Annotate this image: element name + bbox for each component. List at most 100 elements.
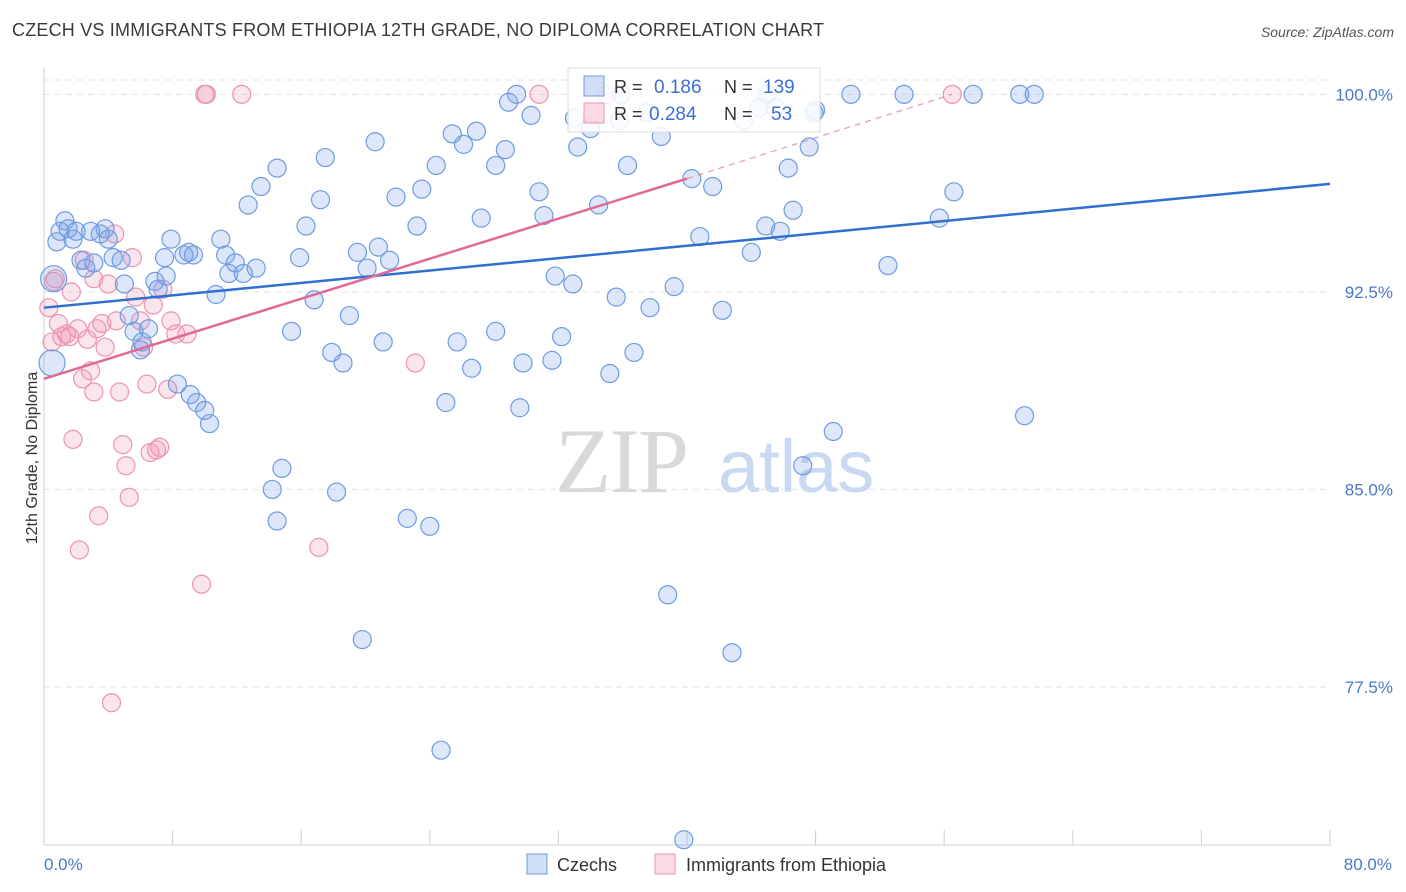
- czech-point: [563, 274, 583, 294]
- czech-point: [111, 250, 131, 270]
- czech-point: [486, 321, 506, 341]
- czech-point: [211, 229, 231, 249]
- stats-legend-n-label-ethiopia: N =: [724, 104, 753, 124]
- czech-point: [66, 221, 86, 241]
- stats-legend-r-label-czech: R =: [614, 77, 643, 97]
- ethiopia-point: [98, 274, 118, 294]
- czech-point: [507, 84, 527, 104]
- y-tick-label: 85.0%: [1345, 480, 1393, 499]
- ethiopia-point: [84, 382, 104, 402]
- ethiopia-point: [84, 269, 104, 289]
- czech-point: [251, 176, 271, 197]
- ethiopia-point: [56, 324, 77, 344]
- czech-point: [600, 363, 620, 384]
- czech-point: [357, 258, 377, 278]
- czech-point: [617, 155, 638, 176]
- czech-point: [447, 332, 467, 352]
- czech-point: [40, 265, 68, 293]
- czech-point: [712, 300, 732, 320]
- axes-layer: 77.5% 85.0% 92.5% 100.0% 0.0% 80.0%: [43, 68, 1393, 874]
- watermark: ZIP atlas: [555, 410, 874, 512]
- ethiopia-point: [119, 487, 139, 507]
- stats-legend-r-label-ethiopia: R =: [614, 104, 643, 124]
- ethiopia-point: [101, 693, 122, 713]
- czech-point: [1024, 84, 1044, 104]
- czech-point: [267, 511, 287, 531]
- ethiopia-point: [137, 374, 157, 394]
- ethiopia-point: [69, 540, 89, 560]
- czech-point: [310, 190, 331, 210]
- czech-point: [466, 121, 487, 141]
- czech-point: [495, 140, 515, 160]
- czech-point: [640, 298, 660, 318]
- ethiopia-point: [130, 311, 151, 331]
- czech-point: [722, 643, 742, 663]
- czech-point: [453, 134, 474, 154]
- czech-point: [281, 321, 302, 341]
- czech-point: [486, 155, 506, 176]
- czech-point: [267, 158, 287, 178]
- ethiopia-point: [405, 353, 425, 373]
- czech-point: [95, 219, 115, 239]
- czech-point: [841, 84, 861, 104]
- legend-label-czechs: Czechs: [557, 855, 617, 875]
- ethiopia-point: [196, 84, 216, 104]
- czech-point: [510, 398, 530, 418]
- czech-point: [167, 374, 188, 394]
- czech-point: [498, 92, 519, 112]
- ethiopia-point: [150, 437, 170, 457]
- legend-label-ethiopia: Immigrants from Ethiopia: [686, 855, 887, 875]
- czech-points: [38, 84, 1044, 850]
- czech-point: [407, 216, 427, 236]
- ethiopia-trend-line: [43, 177, 688, 380]
- czech-point: [513, 353, 533, 373]
- czech-point: [119, 305, 139, 326]
- czech-point: [272, 458, 292, 478]
- stats-legend: R = 0.186 N = 139 R = 0.284 N = 53: [567, 67, 821, 133]
- stats-legend-swatch-czech: [583, 75, 605, 97]
- ethiopia-point: [77, 329, 98, 349]
- czech-point: [161, 229, 181, 249]
- czech-point: [233, 263, 253, 284]
- ethiopia-point: [191, 574, 212, 594]
- czech-point: [534, 205, 554, 226]
- czech-point: [529, 182, 549, 202]
- czech-point: [471, 208, 491, 228]
- ethiopia-point: [89, 506, 109, 526]
- czech-point: [183, 245, 204, 265]
- ethiopia-point: [105, 224, 125, 244]
- source-label: Source: ZipAtlas.com: [1260, 24, 1394, 40]
- czech-point: [206, 284, 226, 305]
- czech-point: [658, 585, 678, 605]
- czech-point: [339, 305, 360, 326]
- ethiopia-point: [63, 429, 83, 449]
- czech-point: [216, 245, 236, 265]
- czech-point: [799, 137, 819, 157]
- czech-point: [397, 508, 417, 528]
- ethiopia-point: [42, 332, 62, 352]
- ethiopia-point: [122, 248, 143, 268]
- x-tick-label: 80.0%: [1344, 855, 1392, 874]
- czech-point: [545, 266, 565, 286]
- watermark-atlas: atlas: [718, 425, 874, 508]
- czech-point: [262, 479, 282, 500]
- ethiopia-point: [529, 84, 549, 104]
- czech-point: [778, 158, 798, 178]
- czech-point: [703, 176, 723, 197]
- czech-point: [199, 413, 220, 434]
- czech-point: [412, 179, 432, 199]
- czech-point: [431, 740, 451, 760]
- x-tick-label: 0.0%: [44, 855, 83, 874]
- czech-point: [664, 277, 684, 297]
- czech-point: [347, 242, 368, 262]
- trend-lines: [43, 93, 1331, 380]
- ethiopia-point: [116, 456, 136, 476]
- ethiopia-point: [232, 84, 252, 104]
- czech-point: [238, 195, 258, 215]
- czech-point: [352, 629, 372, 650]
- czech-point: [246, 258, 266, 278]
- ethiopia-point: [106, 311, 126, 331]
- czech-point: [1014, 406, 1035, 426]
- czech-point: [154, 248, 175, 268]
- y-tick-label: 100.0%: [1335, 85, 1393, 104]
